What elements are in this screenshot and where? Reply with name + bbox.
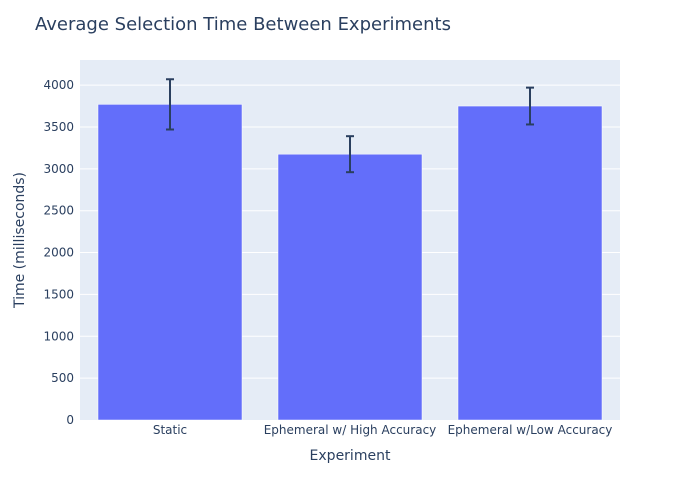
chart-title: Average Selection Time Between Experimen… — [35, 14, 451, 35]
y-tick-label: 0 — [66, 413, 74, 427]
bars — [97, 104, 603, 421]
y-axis-title: Time (milliseconds) — [12, 172, 28, 309]
y-tick-label: 4000 — [43, 78, 74, 92]
y-tick-label: 3500 — [43, 120, 74, 134]
x-tick-label: Ephemeral w/Low Accuracy — [448, 423, 613, 437]
bar[interactable] — [277, 153, 423, 421]
bar[interactable] — [97, 104, 243, 421]
y-tick-label: 3000 — [43, 162, 74, 176]
x-tick-label: Ephemeral w/ High Accuracy — [264, 423, 437, 437]
x-axis-title: Experiment — [310, 448, 391, 464]
y-tick-label: 1000 — [43, 329, 74, 343]
y-tick-label: 2000 — [43, 246, 74, 260]
y-axis-ticks: 0 500 1000 1500 2000 2500 3000 3500 4000 — [43, 78, 74, 427]
x-tick-label: Static — [153, 423, 187, 437]
error-bars — [166, 78, 534, 174]
y-tick-label: 1500 — [43, 287, 74, 301]
bar[interactable] — [457, 105, 603, 421]
y-tick-label: 500 — [51, 371, 74, 385]
x-axis-ticks: Static Ephemeral w/ High Accuracy Ephemera… — [153, 423, 613, 437]
y-tick-label: 2500 — [43, 204, 74, 218]
